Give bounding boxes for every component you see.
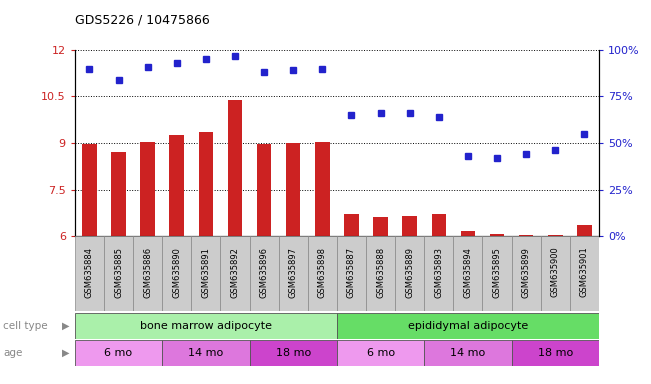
Text: GSM635900: GSM635900 [551,247,560,298]
Bar [133,236,162,311]
Text: age: age [3,348,23,358]
Bar [512,340,599,366]
Text: GSM635891: GSM635891 [201,247,210,298]
Text: GSM635901: GSM635901 [580,247,589,298]
Text: GSM635888: GSM635888 [376,247,385,298]
Bar [512,236,541,311]
Bar [257,144,271,236]
Bar [75,313,337,339]
Bar [337,313,599,339]
Bar [402,216,417,236]
Text: GSM635893: GSM635893 [434,247,443,298]
Text: 14 mo: 14 mo [450,348,486,358]
Bar [104,236,133,311]
Bar [199,132,213,236]
Bar [577,225,592,236]
Bar [249,236,279,311]
Bar [482,236,512,311]
Bar [75,340,162,366]
Bar [75,236,104,311]
Bar [424,340,512,366]
Bar [548,235,562,236]
Bar [162,236,191,311]
Bar [461,230,475,236]
Text: epididymal adipocyte: epididymal adipocyte [408,321,528,331]
Bar [337,340,424,366]
Text: GSM635887: GSM635887 [347,247,356,298]
Text: GSM635898: GSM635898 [318,247,327,298]
Bar [82,144,97,236]
Text: 14 mo: 14 mo [188,348,223,358]
Bar [141,142,155,236]
Text: GSM635897: GSM635897 [289,247,298,298]
Text: bone marrow adipocyte: bone marrow adipocyte [140,321,272,331]
Bar [373,217,388,236]
Bar [191,236,221,311]
Text: 6 mo: 6 mo [104,348,133,358]
Text: GSM635895: GSM635895 [493,247,501,298]
Bar [169,135,184,236]
Bar [344,214,359,236]
Bar [432,214,446,236]
Bar [453,236,482,311]
Bar [424,236,453,311]
Bar [221,236,249,311]
Text: GSM635890: GSM635890 [173,247,181,298]
Text: GSM635885: GSM635885 [114,247,123,298]
Text: cell type: cell type [3,321,48,331]
Text: 18 mo: 18 mo [275,348,311,358]
Text: GSM635886: GSM635886 [143,247,152,298]
Bar [519,235,533,236]
Bar [111,152,126,236]
Bar [395,236,424,311]
Bar [286,143,301,236]
Bar [228,100,242,236]
Bar [366,236,395,311]
Text: ▶: ▶ [62,321,70,331]
Text: GSM635892: GSM635892 [230,247,240,298]
Text: ▶: ▶ [62,348,70,358]
Bar [570,236,599,311]
Bar [249,340,337,366]
Text: 18 mo: 18 mo [538,348,573,358]
Text: GDS5226 / 10475866: GDS5226 / 10475866 [75,13,210,26]
Text: GSM635884: GSM635884 [85,247,94,298]
Bar [337,236,366,311]
Bar [541,236,570,311]
Bar [162,340,249,366]
Bar [279,236,308,311]
Text: GSM635896: GSM635896 [260,247,269,298]
Bar [315,142,329,236]
Bar [490,234,505,236]
Bar [308,236,337,311]
Text: 6 mo: 6 mo [367,348,395,358]
Text: GSM635889: GSM635889 [405,247,414,298]
Text: GSM635899: GSM635899 [521,247,531,298]
Text: GSM635894: GSM635894 [464,247,473,298]
